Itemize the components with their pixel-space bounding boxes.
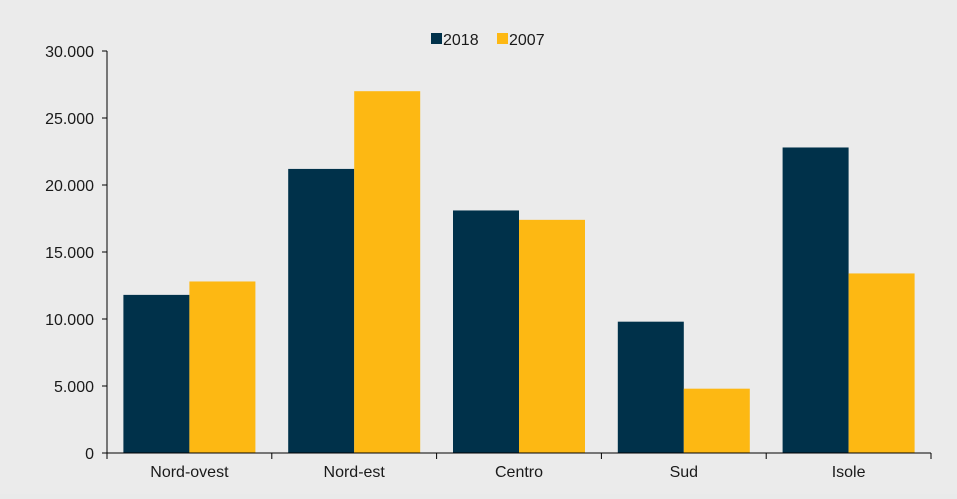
x-axis: Nord-ovest Nord-est Centro Sud Isole — [106, 452, 932, 481]
x-tick-label: Nord-ovest — [150, 464, 229, 481]
x-tick-label: Centro — [495, 464, 543, 481]
y-tick-label: 0 — [85, 446, 94, 463]
y-tick-label: 20.000 — [45, 178, 94, 195]
bar-nord-ovest-2018 — [123, 294, 190, 453]
bar-sud-2007 — [683, 388, 750, 453]
x-tick-label: Nord-est — [324, 464, 386, 481]
y-tick-label: 5.000 — [54, 379, 94, 396]
bar-nord-est-2007 — [354, 91, 421, 453]
bar-nord-ovest-2007 — [189, 281, 256, 453]
y-tick-label: 25.000 — [45, 111, 94, 128]
bar-centro-2018 — [453, 210, 519, 453]
legend-label-2007: 2007 — [509, 32, 545, 49]
legend-label-2018: 2018 — [443, 32, 479, 49]
y-axis: 0 5.000 10.000 15.000 20.000 25.000 30.000 — [45, 44, 108, 463]
y-tick-label: 10.000 — [45, 312, 94, 329]
x-tick-label: Sud — [670, 464, 698, 481]
bar-nord-est-2018 — [288, 168, 355, 454]
x-tick-label: Isole — [832, 464, 866, 481]
bars-group — [123, 91, 915, 454]
bar-isole-2007 — [848, 273, 915, 453]
bar-sud-2018 — [617, 321, 684, 453]
bar-centro-2007 — [519, 219, 585, 453]
legend-swatch-2018 — [431, 33, 442, 44]
y-tick-label: 15.000 — [45, 245, 94, 262]
legend: 2018 2007 — [431, 32, 545, 49]
bar-isole-2018 — [782, 147, 849, 454]
y-tick-label: 30.000 — [45, 44, 94, 61]
legend-swatch-2007 — [497, 33, 508, 44]
